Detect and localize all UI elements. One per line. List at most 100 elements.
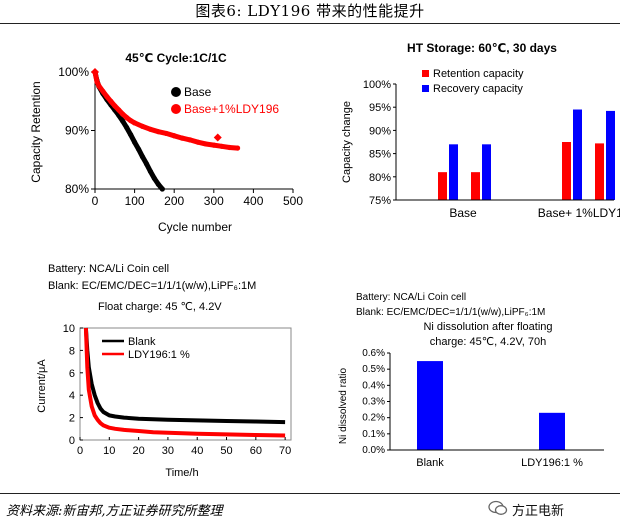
data-point — [159, 186, 165, 192]
legend-label: LDY196:1 % — [128, 349, 190, 361]
y-tick-label: 0 — [69, 435, 75, 447]
y-tick-label: 75% — [369, 195, 391, 207]
y-tick-label: 4 — [69, 390, 75, 402]
x-tick-label: 0 — [92, 194, 99, 208]
data-point — [143, 161, 150, 167]
data-point — [155, 129, 161, 135]
x-category-label: Base+ 1%LDY196 — [538, 206, 620, 220]
bar — [482, 144, 491, 200]
chart-ht-storage: HT Storage: 60℃, 30 days 75% 80% 85% 90% 95%… — [341, 41, 620, 220]
bar — [573, 109, 582, 200]
legend-label: Retention capacity — [433, 68, 524, 80]
x-tick-label: 0 — [77, 445, 83, 457]
y-tick-label: 0.5% — [362, 364, 385, 375]
data-point — [132, 139, 138, 145]
figure-caption-text: 图表6: LDY196 带来的性能提升 — [195, 2, 425, 20]
note-battery: Battery: NCA/Li Coin cell — [356, 292, 466, 303]
bar — [595, 143, 604, 200]
x-tick-label: 30 — [162, 445, 174, 457]
legend-label: Recovery capacity — [433, 83, 523, 95]
data-point — [195, 139, 201, 145]
wechat-icon — [488, 500, 508, 515]
y-axis-label: Current/μA — [36, 359, 48, 413]
chart-ni-dissolution: Battery: NCA/Li Coin cell Blank: EC/EMC/… — [338, 292, 604, 469]
x-tick-label: 400 — [243, 194, 263, 208]
x-tick-label: 200 — [164, 194, 184, 208]
data-point — [139, 154, 146, 160]
x-category-label: Blank — [416, 457, 444, 469]
bar — [562, 142, 571, 200]
x-axis-label: Time/h — [165, 467, 198, 479]
x-axis-label: Cycle number — [158, 220, 232, 234]
bar — [471, 172, 480, 200]
bar — [539, 412, 565, 450]
data-point — [120, 118, 126, 124]
bar — [606, 110, 615, 200]
note-electrolyte: Blank: EC/EMC/DEC=1/1/1(w/w),LiPF₆:1M — [48, 280, 256, 292]
legend-marker — [171, 104, 181, 114]
bar — [438, 172, 447, 200]
data-point — [139, 123, 146, 130]
data-point — [187, 137, 193, 143]
footer: 资料来源:新宙邦,方正证券研究所整理 方正电新 — [0, 493, 620, 525]
x-tick-label: 70 — [279, 445, 291, 457]
data-point — [128, 131, 134, 138]
y-tick-label: 0.3% — [362, 397, 385, 408]
x-tick-label: 100 — [125, 194, 145, 208]
y-tick-label: 2 — [69, 413, 75, 425]
bar — [417, 361, 443, 450]
annotation-marker — [213, 133, 222, 142]
data-point — [120, 111, 126, 117]
x-tick-label: 500 — [283, 194, 303, 208]
data-point — [108, 98, 114, 104]
y-tick-label: 0.4% — [362, 380, 385, 391]
legend-label: Blank — [128, 336, 156, 348]
data-point — [163, 130, 169, 137]
data-point — [151, 175, 157, 182]
chart-title-line1: Ni dissolution after floating — [423, 321, 552, 333]
y-tick-label: 0.1% — [362, 429, 385, 440]
y-tick-label: 80% — [65, 182, 89, 196]
note-battery: Battery: NCA/Li Coin cell — [48, 263, 169, 275]
data-point — [132, 120, 138, 126]
y-tick-label: 0.0% — [362, 445, 385, 456]
y-tick-label: 100% — [363, 79, 391, 91]
x-category-label: Base — [449, 206, 477, 220]
data-point — [116, 107, 122, 113]
data-point — [124, 124, 130, 131]
data-point — [203, 141, 209, 147]
y-tick-label: 10 — [63, 323, 75, 335]
x-tick-label: 50 — [220, 445, 232, 457]
x-category-label: LDY196:1 % — [521, 457, 583, 469]
data-point — [211, 142, 217, 148]
data-point — [234, 145, 241, 151]
y-tick-label: 85% — [369, 149, 391, 161]
series-line-0 — [83, 327, 286, 425]
legend-label: Base — [184, 85, 212, 99]
note-electrolyte: Blank: EC/EMC/DEC=1/1/1(w/w),LiPF₆:1M — [356, 307, 545, 318]
y-axis-label: Ni dissolved ratio — [338, 367, 349, 444]
y-tick-label: 0.6% — [362, 348, 385, 359]
data-point — [112, 103, 118, 109]
data-point — [171, 133, 177, 139]
data-point — [124, 115, 130, 121]
data-point — [147, 168, 154, 175]
data-point — [227, 144, 233, 151]
legend-marker — [422, 70, 429, 77]
source-note: 资料来源:新宙邦,方正证券研究所整理 — [6, 504, 223, 519]
data-point — [179, 135, 185, 141]
chart-title: HT Storage: 60℃, 30 days — [407, 41, 557, 55]
y-tick-label: 100% — [58, 65, 89, 79]
series-line-1 — [83, 327, 286, 438]
x-tick-label: 60 — [250, 445, 262, 457]
x-tick-label: 300 — [204, 194, 224, 208]
data-point — [135, 146, 142, 152]
y-axis-label: Capacity Retention — [29, 81, 43, 182]
data-point — [100, 88, 106, 94]
figure-caption: 图表6: LDY196 带来的性能提升 — [0, 0, 620, 24]
chart-title-line2: charge: 45℃, 4.2V, 70h — [430, 336, 547, 348]
y-tick-label: 6 — [69, 368, 75, 380]
y-tick-label: 8 — [69, 345, 75, 357]
chart-float-current: Battery: NCA/Li Coin cell Blank: EC/EMC/… — [36, 263, 292, 479]
x-tick-label: 40 — [191, 445, 203, 457]
